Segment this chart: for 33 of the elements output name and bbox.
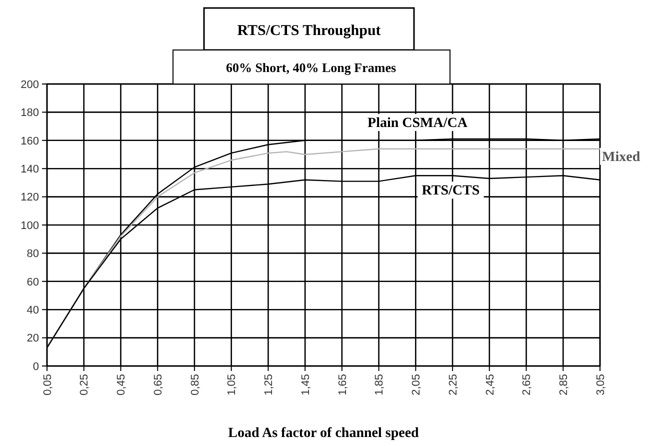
x-tick-label: 1,85 [374,374,386,396]
x-tick-label: 2,05 [410,374,423,396]
x-tick-label: 0,45 [116,374,128,396]
x-tick-label: 0,05 [42,374,54,396]
x-tick-label: 0,25 [78,374,91,396]
y-tick-label: 60 [26,276,39,288]
x-tick-label: 1,45 [300,374,312,396]
y-tick-label: 180 [20,107,39,120]
x-tick-label: 2,65 [521,374,534,396]
y-tick-label: 0 [32,360,39,373]
y-tick-label: 200 [20,78,39,91]
y-tick-label: 140 [20,163,39,176]
chart-title: RTS/CTS Throughput [237,23,381,39]
y-tick-label: 40 [26,304,39,316]
y-tick-label: 100 [20,220,39,232]
series-label: RTS/CTS [422,184,480,199]
x-tick-label: 2,85 [558,374,570,396]
x-tick-label: 1,05 [226,374,238,396]
x-tick-label: 3,05 [594,374,607,396]
y-tick-label: 160 [20,135,39,148]
x-tick-label: 2,25 [447,374,460,396]
x-tick-label: 1,25 [263,374,276,396]
series-label: Plain CSMA/CA [368,116,468,131]
y-tick-label: 120 [20,192,39,204]
x-tick-label: 1,65 [336,374,349,396]
x-tick-label: 2,45 [484,374,496,396]
x-axis-title: Load As factor of channel speed [228,426,420,441]
y-tick-label: 20 [26,332,39,345]
x-tick-label: 0,65 [152,374,164,396]
x-tick-label: 0,85 [189,374,202,396]
y-tick-label: 80 [26,248,39,260]
chart-subtitle: 60% Short, 40% Long Frames [226,60,396,75]
series-label: Mixed [602,150,640,165]
